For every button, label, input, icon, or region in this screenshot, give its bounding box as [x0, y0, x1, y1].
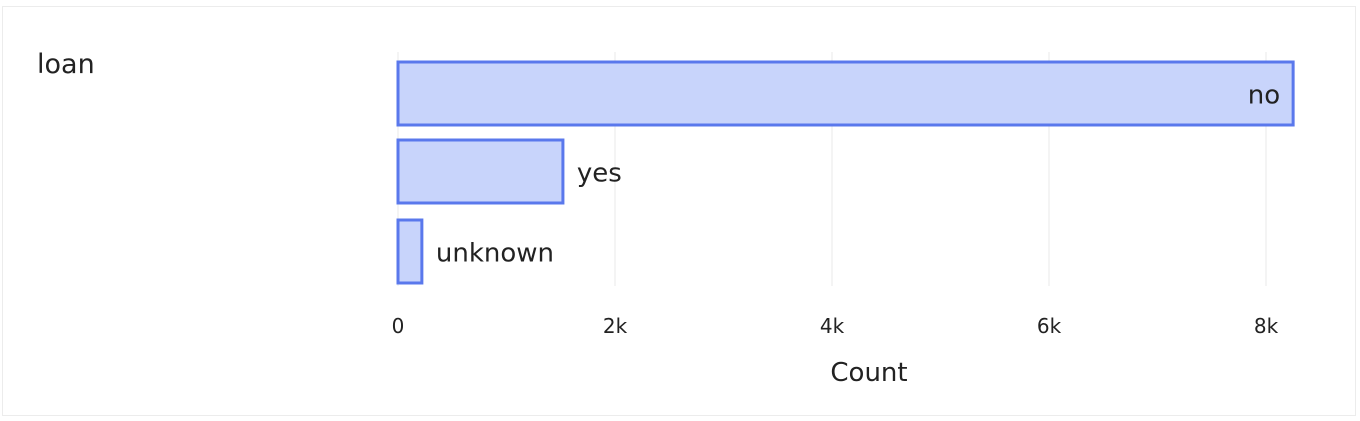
x-tick-label: 8k — [1254, 314, 1279, 338]
bar-no — [396, 60, 1295, 127]
bar-unknown — [396, 218, 424, 285]
bar-label-unknown: unknown — [436, 239, 554, 269]
x-tick-label: 0 — [392, 314, 405, 338]
x-axis-title: Count — [830, 358, 907, 388]
x-axis-ticks: 0 2k 4k 6k 8k — [392, 314, 1279, 338]
bars: no yes unknown — [396, 60, 1295, 285]
x-tick-label: 6k — [1037, 314, 1062, 338]
field-name-label: loan — [37, 49, 95, 80]
x-tick-label: 4k — [820, 314, 845, 338]
bar-label-yes: yes — [577, 159, 622, 189]
bar-yes — [396, 138, 565, 205]
x-tick-label: 2k — [603, 314, 628, 338]
bar-label-no: no — [1248, 81, 1280, 111]
